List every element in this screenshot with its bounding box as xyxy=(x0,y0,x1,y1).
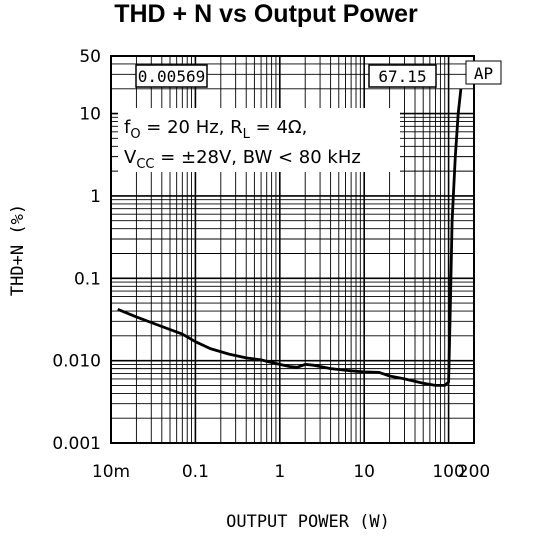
ap-logo-box xyxy=(465,60,502,85)
y-tick-label: 1 xyxy=(90,187,101,207)
y-tick-label: 0.010 xyxy=(52,352,101,372)
x-tick-label: 0.1 xyxy=(182,462,209,482)
y-tick-labels: 50 10 1 0.1 0.010 0.001 xyxy=(52,47,101,454)
value-box-left xyxy=(135,64,208,88)
x-axis-label: OUTPUT POWER (W) xyxy=(226,512,390,532)
y-tick-label: 0.001 xyxy=(52,434,101,454)
y-tick-label: 0.1 xyxy=(74,269,101,289)
x-tick-label: 10 xyxy=(353,462,375,482)
x-tick-label: 100 xyxy=(432,462,464,482)
plot-frame xyxy=(110,55,475,444)
ap-logo: AP xyxy=(474,64,493,83)
conditions-line-2: VCC = ±28V, BW < 80 kHz xyxy=(124,147,361,172)
conditions-backdrop xyxy=(118,108,400,172)
y-tick-label: 50 xyxy=(79,47,101,67)
y-axis-label: THD+N (%) xyxy=(8,204,28,296)
x-tick-label: 1 xyxy=(274,462,285,482)
thd-curve xyxy=(117,88,463,387)
value-box-left-text: 0.00569 xyxy=(138,67,205,86)
x-tick-label: 10m xyxy=(92,462,130,482)
conditions-line-1: fO = 20 Hz, RL = 4Ω, xyxy=(124,117,307,142)
x-tick-label: 200 xyxy=(458,462,490,482)
chart-title: THD + N vs Output Power xyxy=(114,0,418,28)
y-tick-label: 10 xyxy=(79,105,101,125)
series-layer xyxy=(117,88,463,387)
value-box-right xyxy=(368,64,437,88)
value-box-right-text: 67.15 xyxy=(378,67,426,86)
